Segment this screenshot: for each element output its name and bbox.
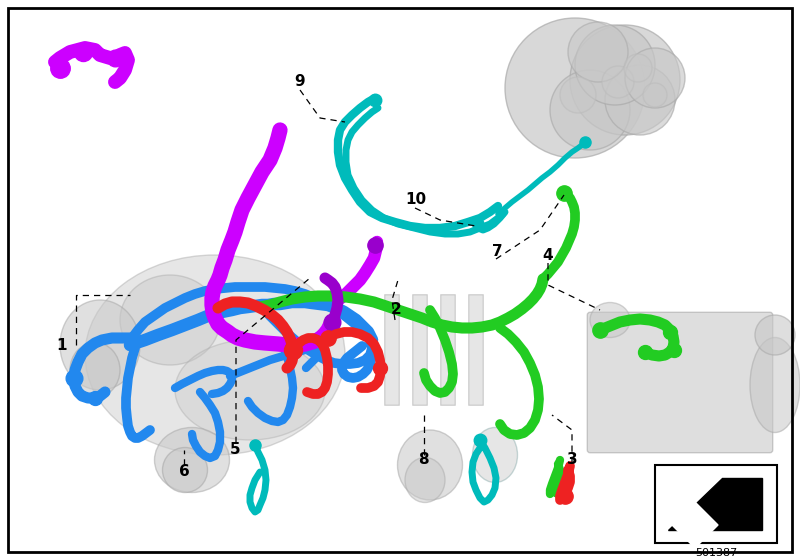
Text: 8: 8 <box>418 452 428 468</box>
Ellipse shape <box>60 300 140 390</box>
Polygon shape <box>672 502 718 548</box>
Ellipse shape <box>755 315 795 355</box>
Text: 2: 2 <box>390 302 402 318</box>
Text: 4: 4 <box>542 248 554 263</box>
Ellipse shape <box>162 447 207 492</box>
Ellipse shape <box>405 458 445 502</box>
Ellipse shape <box>120 275 220 365</box>
Ellipse shape <box>398 430 462 500</box>
Ellipse shape <box>625 48 685 108</box>
Text: 3: 3 <box>566 452 578 468</box>
Ellipse shape <box>590 302 630 338</box>
FancyBboxPatch shape <box>385 295 399 405</box>
Ellipse shape <box>624 54 652 82</box>
Ellipse shape <box>85 255 345 455</box>
Ellipse shape <box>568 22 628 82</box>
Text: 1: 1 <box>57 338 67 352</box>
Text: 7: 7 <box>492 245 502 259</box>
Ellipse shape <box>575 25 655 105</box>
Ellipse shape <box>750 338 800 432</box>
Text: 10: 10 <box>406 193 426 208</box>
FancyBboxPatch shape <box>655 465 777 543</box>
Ellipse shape <box>175 340 325 440</box>
Text: 5: 5 <box>230 442 240 458</box>
Ellipse shape <box>643 83 667 107</box>
Ellipse shape <box>154 427 230 492</box>
Ellipse shape <box>560 77 596 113</box>
Text: 9: 9 <box>294 74 306 90</box>
FancyBboxPatch shape <box>587 312 773 452</box>
Ellipse shape <box>473 427 518 483</box>
Ellipse shape <box>505 18 645 158</box>
Text: 501387: 501387 <box>695 548 737 558</box>
Ellipse shape <box>70 343 120 398</box>
FancyBboxPatch shape <box>441 295 455 405</box>
Text: 6: 6 <box>178 464 190 479</box>
FancyBboxPatch shape <box>413 295 427 405</box>
Ellipse shape <box>602 66 634 98</box>
Ellipse shape <box>570 25 680 135</box>
FancyBboxPatch shape <box>469 295 483 405</box>
Ellipse shape <box>550 70 630 150</box>
Ellipse shape <box>605 65 675 135</box>
Polygon shape <box>668 478 762 530</box>
